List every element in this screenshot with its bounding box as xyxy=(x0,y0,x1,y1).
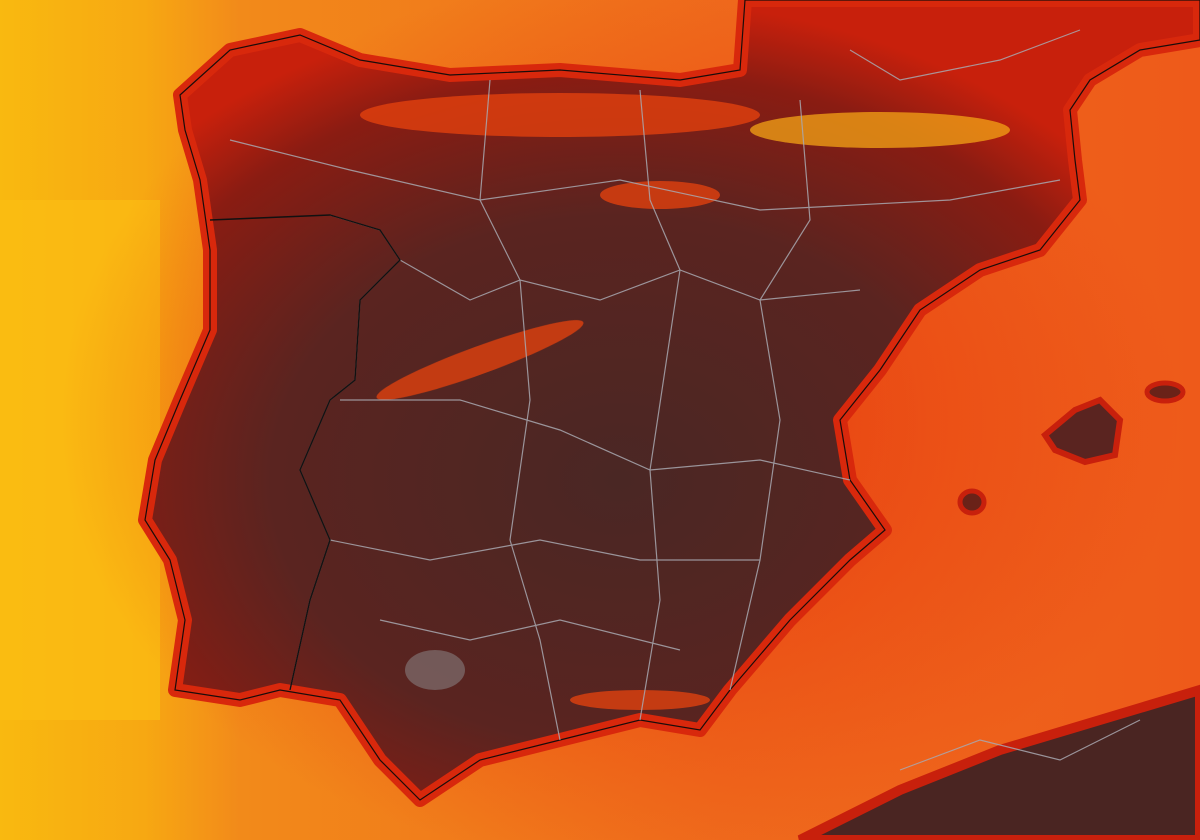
border xyxy=(729,99,811,691)
border xyxy=(329,539,760,561)
iberian-range xyxy=(600,181,720,209)
border xyxy=(639,89,681,721)
pyrenees xyxy=(750,112,1010,148)
iberia-france-edge xyxy=(144,0,1200,801)
border xyxy=(340,399,851,481)
land xyxy=(138,0,1200,840)
menorca xyxy=(1144,380,1186,404)
border xyxy=(899,719,1141,771)
north-africa xyxy=(797,684,1200,840)
cantabrian-range xyxy=(360,93,760,137)
hot-spot xyxy=(405,650,465,690)
ibiza xyxy=(957,488,987,516)
mountain-heat xyxy=(360,93,1010,710)
sierra-nevada xyxy=(570,690,710,710)
border xyxy=(229,139,1061,211)
central-system xyxy=(376,320,584,400)
portugal-border xyxy=(209,214,401,691)
border xyxy=(379,619,681,651)
mallorca xyxy=(1041,396,1124,466)
border xyxy=(849,29,1081,81)
